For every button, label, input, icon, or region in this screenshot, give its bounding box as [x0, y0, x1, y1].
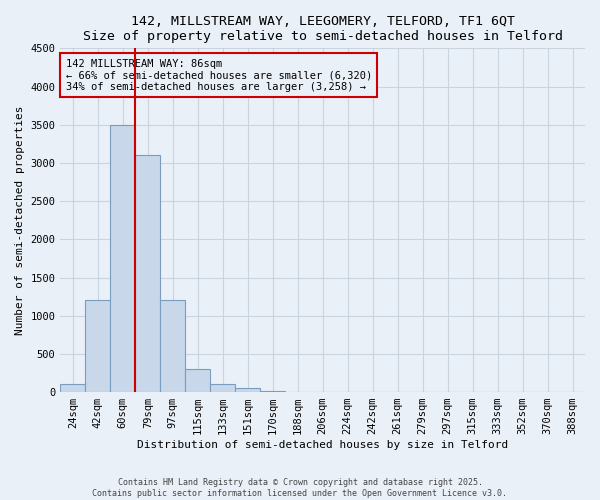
Y-axis label: Number of semi-detached properties: Number of semi-detached properties [15, 106, 25, 335]
Bar [260, 390, 285, 392]
Bar [235, 388, 260, 392]
Bar [136, 156, 160, 392]
Bar [85, 300, 110, 392]
Bar [160, 300, 185, 392]
Text: 142 MILLSTREAM WAY: 86sqm
← 66% of semi-detached houses are smaller (6,320)
34% : 142 MILLSTREAM WAY: 86sqm ← 66% of semi-… [65, 58, 372, 92]
X-axis label: Distribution of semi-detached houses by size in Telford: Distribution of semi-detached houses by … [137, 440, 508, 450]
Bar [61, 384, 85, 392]
Bar [185, 369, 210, 392]
Bar [110, 124, 136, 392]
Title: 142, MILLSTREAM WAY, LEEGOMERY, TELFORD, TF1 6QT
Size of property relative to se: 142, MILLSTREAM WAY, LEEGOMERY, TELFORD,… [83, 15, 563, 43]
Bar [210, 384, 235, 392]
Text: Contains HM Land Registry data © Crown copyright and database right 2025.
Contai: Contains HM Land Registry data © Crown c… [92, 478, 508, 498]
